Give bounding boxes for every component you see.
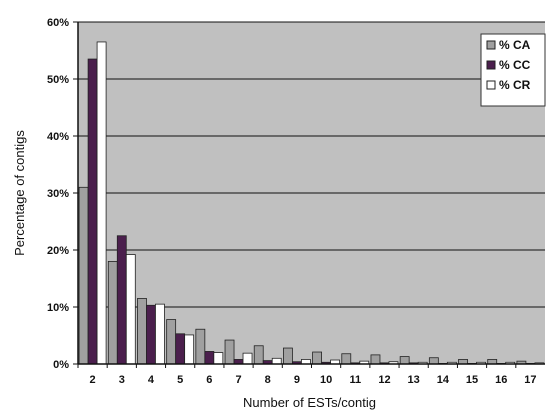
bar-cr bbox=[242, 352, 253, 365]
x-axis-ticks: 2 3 4 5 6 7 8 9 10 11 12 13 14 15 16 17 bbox=[77, 364, 537, 386]
x-axis-label: Number of ESTs/contig bbox=[243, 395, 376, 410]
x-tick-label: 11 bbox=[349, 374, 361, 386]
x-tick-label: 2 bbox=[90, 374, 96, 386]
y-axis-label: Percentage of contigs bbox=[12, 130, 27, 256]
x-tick-label: 6 bbox=[206, 374, 212, 386]
legend-swatch bbox=[486, 40, 496, 50]
legend-swatch bbox=[486, 60, 496, 70]
legend-label: % CA bbox=[499, 38, 531, 52]
legend: % CA % CC % CR bbox=[480, 33, 546, 107]
bar-ca bbox=[224, 339, 235, 365]
y-tick-label: 10% bbox=[47, 302, 69, 314]
y-tick-label: 60% bbox=[47, 17, 69, 29]
x-tick-label: 12 bbox=[378, 374, 390, 386]
bar-ca bbox=[137, 298, 147, 365]
x-tick-label: 4 bbox=[148, 374, 155, 386]
x-tick-label: 7 bbox=[235, 374, 241, 386]
x-tick-label: 16 bbox=[495, 374, 507, 386]
bar-ca bbox=[78, 186, 89, 365]
bar-ca bbox=[399, 356, 410, 365]
bar-cr bbox=[155, 303, 165, 365]
x-tick-label: 5 bbox=[177, 374, 183, 386]
bar-cr bbox=[213, 352, 224, 365]
bar-ca bbox=[428, 357, 439, 365]
y-axis-ticks: 0% 10% 20% 30% 40% 50% 60% bbox=[47, 17, 78, 371]
y-tick-label: 50% bbox=[47, 74, 69, 86]
x-tick-label: 14 bbox=[437, 374, 450, 386]
bar-cc bbox=[204, 351, 215, 365]
x-tick-label: 15 bbox=[466, 374, 478, 386]
legend-swatch bbox=[486, 80, 496, 90]
x-tick-label: 9 bbox=[294, 374, 300, 386]
bar-cr bbox=[125, 254, 136, 365]
legend-label: % CC bbox=[499, 58, 531, 72]
bar-ca bbox=[283, 347, 293, 365]
bar-cc bbox=[175, 333, 186, 365]
bar-ca bbox=[370, 354, 381, 365]
x-tick-label: 13 bbox=[408, 374, 420, 386]
x-tick-label: 10 bbox=[320, 374, 332, 386]
bar-ca bbox=[253, 345, 264, 365]
bar-ca bbox=[341, 353, 352, 365]
bar-cc bbox=[116, 235, 127, 365]
bar-ca bbox=[195, 328, 206, 365]
bar-cr bbox=[271, 357, 282, 365]
bar-cc bbox=[87, 58, 98, 365]
y-tick-label: 30% bbox=[47, 188, 69, 200]
legend-label: % CR bbox=[499, 78, 531, 92]
x-tick-label: 8 bbox=[265, 374, 271, 386]
x-tick-label: 17 bbox=[524, 374, 536, 386]
y-tick-label: 0% bbox=[53, 359, 69, 371]
bar-ca bbox=[166, 319, 177, 365]
y-tick-label: 40% bbox=[47, 131, 69, 143]
bar-cc bbox=[146, 304, 156, 365]
bar-cr bbox=[96, 41, 107, 365]
x-tick-label: 3 bbox=[119, 374, 125, 386]
bar-cr bbox=[184, 334, 195, 365]
bar-ca bbox=[107, 260, 118, 365]
y-tick-label: 20% bbox=[47, 245, 69, 257]
bar-ca bbox=[312, 351, 322, 365]
